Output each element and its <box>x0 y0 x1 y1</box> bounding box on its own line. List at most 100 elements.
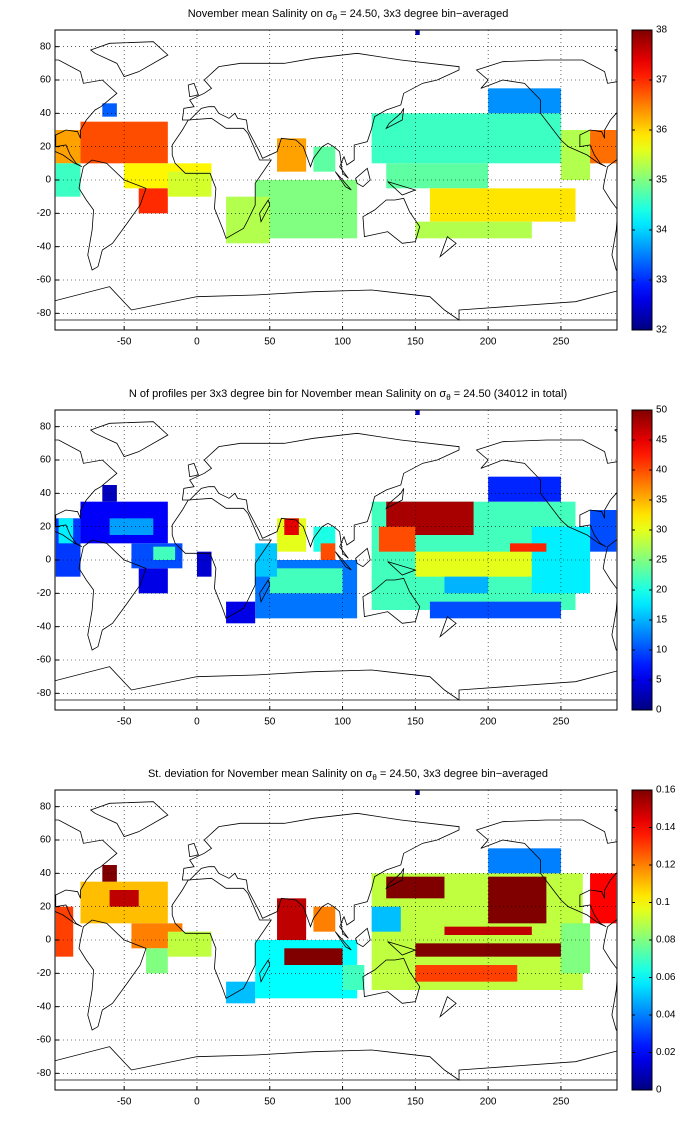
y-tick-label: 60 <box>40 455 52 466</box>
coastline <box>334 551 352 571</box>
title-symbol: σ <box>439 388 446 400</box>
map-panel: St. deviation for November mean Salinity… <box>37 768 676 1108</box>
bin-cell <box>153 546 176 560</box>
coastline <box>362 577 421 624</box>
bin-cell <box>255 180 358 239</box>
colorbar-label: 0.02 <box>656 1047 676 1058</box>
bin-cell <box>138 568 168 594</box>
colorbar-label: 30 <box>656 525 668 536</box>
coastline <box>362 957 421 1004</box>
coastline <box>355 167 371 188</box>
title-text: = 24.50, 3x3 degree bin−averaged <box>377 768 548 780</box>
x-tick-label: 0 <box>194 337 200 348</box>
title-symbol: σ <box>326 8 333 20</box>
colorbar-label: 38 <box>656 25 668 36</box>
x-tick-label: 150 <box>407 1097 424 1108</box>
x-tick-label: 200 <box>480 1097 497 1108</box>
colorbar-label: 0.04 <box>656 1010 676 1021</box>
x-tick-label: -50 <box>117 337 132 348</box>
y-tick-label: -60 <box>37 1035 52 1046</box>
y-tick-label: 0 <box>45 935 51 946</box>
y-tick-label: -80 <box>37 688 52 699</box>
coastline <box>385 868 405 890</box>
coastline <box>602 919 617 1031</box>
bin-cell <box>509 543 547 552</box>
coastline <box>387 181 417 196</box>
colorbar-label: 0.1 <box>656 897 670 908</box>
x-tick-label: 250 <box>553 337 570 348</box>
coastline <box>78 919 147 1031</box>
x-tick-label: 250 <box>553 717 570 728</box>
bin-cell <box>102 865 117 882</box>
cell-layer <box>55 410 617 624</box>
coastline <box>613 428 617 433</box>
colorbar-label: 45 <box>656 435 668 446</box>
colorbar-label: 50 <box>656 405 668 416</box>
x-tick-label: 200 <box>480 337 497 348</box>
coastline <box>385 488 405 510</box>
bin-cell <box>167 171 212 197</box>
colorbar-label: 0.08 <box>656 935 676 946</box>
title-symbol: σ <box>366 768 373 780</box>
x-tick-label: 100 <box>334 1097 351 1108</box>
coastline <box>602 539 617 651</box>
y-tick-label: -80 <box>37 308 52 319</box>
colorbar-label: 20 <box>656 585 668 596</box>
bin-cell <box>277 898 307 940</box>
bin-cell <box>415 30 420 35</box>
coastline <box>181 432 460 559</box>
y-tick-label: -40 <box>37 241 52 252</box>
panel-title: St. deviation for November mean Salinity… <box>148 768 548 782</box>
coastline-layer <box>55 801 617 1081</box>
bin-cell <box>386 876 445 899</box>
y-tick-label: -80 <box>37 1068 52 1079</box>
x-tick-label: 250 <box>553 1097 570 1108</box>
y-tick-label: 80 <box>40 41 52 52</box>
coastline <box>355 547 371 568</box>
bin-cell <box>488 848 561 874</box>
bin-cell <box>58 518 74 544</box>
coastline <box>187 82 199 98</box>
title-text: = 24.50 (34012 in total) <box>451 388 568 400</box>
bin-cell <box>488 876 547 924</box>
bin-cell <box>196 551 212 577</box>
y-tick-label: 0 <box>45 175 51 186</box>
coastline <box>387 941 417 956</box>
title-text: N of profiles per 3x3 degree bin for Nov… <box>129 388 437 400</box>
colorbar-label: 15 <box>656 615 668 626</box>
title-subscript: θ <box>372 773 377 782</box>
y-tick-label: 20 <box>40 141 52 152</box>
x-tick-label: 50 <box>264 337 276 348</box>
bin-cell <box>313 906 336 932</box>
bin-cell <box>429 188 576 222</box>
bin-cell <box>531 526 591 594</box>
y-tick-label: 80 <box>40 801 52 812</box>
x-tick-label: 100 <box>334 717 351 728</box>
title-text: = 24.50, 3x3 degree bin−averaged <box>337 8 508 20</box>
coastline <box>259 579 271 603</box>
colorbar-label: 0.16 <box>656 785 676 796</box>
bin-cell <box>415 410 420 415</box>
bin-cell <box>167 931 212 957</box>
coastline <box>78 159 147 271</box>
y-tick-label: -40 <box>37 1001 52 1012</box>
bin-cell <box>371 906 401 932</box>
coastline <box>181 52 460 179</box>
bin-cell <box>226 601 256 624</box>
coastline <box>362 197 421 244</box>
y-tick-label: 80 <box>40 421 52 432</box>
x-tick-label: -50 <box>117 717 132 728</box>
panel-title: N of profiles per 3x3 degree bin for Nov… <box>129 388 567 402</box>
bin-cell <box>415 965 518 982</box>
coastline <box>387 561 417 576</box>
bin-cell <box>415 790 420 795</box>
colorbar-label: 25 <box>656 555 668 566</box>
colorbar-label: 34 <box>656 225 668 236</box>
colorbar-label: 32 <box>656 325 668 336</box>
coastline <box>78 539 147 651</box>
colorbar-label: 35 <box>656 175 668 186</box>
y-tick-label: -20 <box>37 208 52 219</box>
x-tick-label: 0 <box>194 717 200 728</box>
coastline <box>259 959 271 983</box>
